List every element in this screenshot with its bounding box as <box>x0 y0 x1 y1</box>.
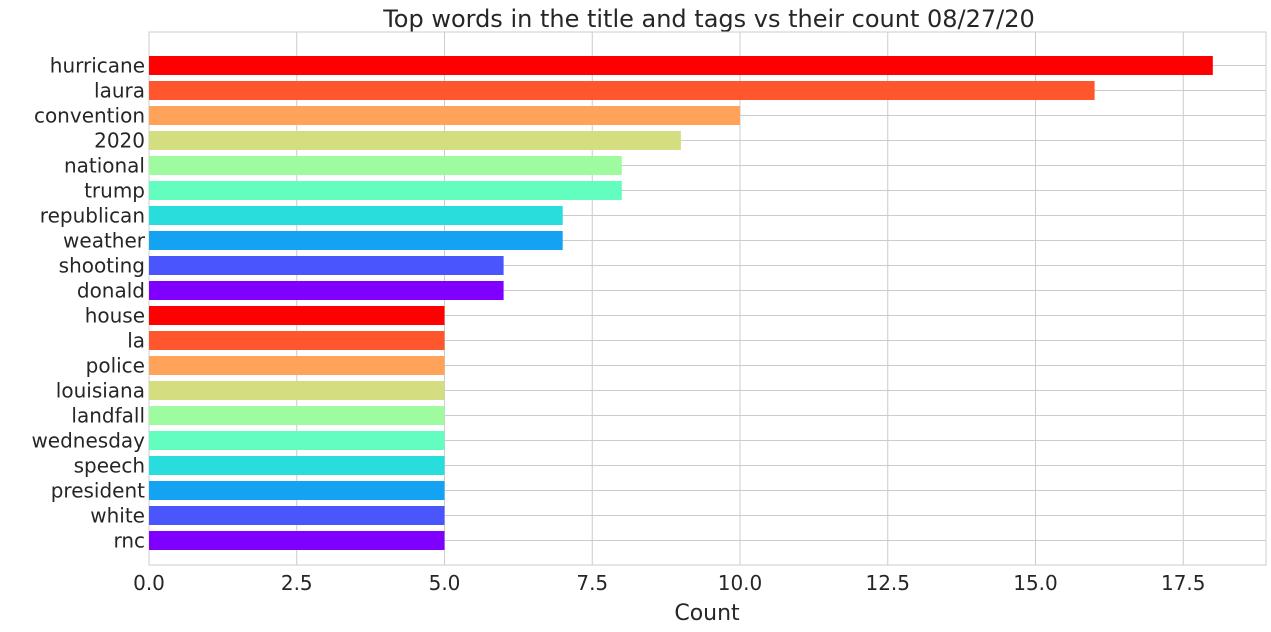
y-tick-label: landfall <box>71 404 145 428</box>
x-tick-label: 7.5 <box>576 571 608 595</box>
y-tick-label: la <box>127 329 145 353</box>
y-tick-label: police <box>86 354 145 378</box>
x-tick-labels: 0.0 2.5 5.0 7.5 10.0 12.5 15.0 17.5 <box>133 571 1205 595</box>
y-tick-label: president <box>51 479 145 503</box>
y-tick-label: house <box>85 304 145 328</box>
y-tick-label: laura <box>94 79 145 103</box>
x-tick-label: 15.0 <box>1013 571 1058 595</box>
bar-donald <box>149 281 504 300</box>
bar-president <box>149 481 445 500</box>
bar-white <box>149 506 445 525</box>
y-tick-label: rnc <box>113 529 145 553</box>
bar-convention <box>149 106 741 125</box>
bar-laura <box>149 81 1095 100</box>
y-tick-labels: hurricanelauraconvention2020nationaltrum… <box>31 54 145 553</box>
y-tick-label: donald <box>77 279 145 303</box>
y-tick-label: republican <box>40 204 145 228</box>
bar-trump <box>149 181 622 200</box>
y-tick-label: convention <box>34 104 145 128</box>
bar-house <box>149 306 445 325</box>
bar-speech <box>149 456 445 475</box>
y-tick-label: wednesday <box>31 429 145 453</box>
y-tick-label: hurricane <box>50 54 145 78</box>
bar-hurricane <box>149 56 1213 75</box>
y-tick-label: national <box>64 154 145 178</box>
x-tick-label: 17.5 <box>1161 571 1206 595</box>
x-tick-label: 10.0 <box>718 571 763 595</box>
y-tick-label: trump <box>84 179 145 203</box>
y-tick-label: weather <box>63 229 146 253</box>
bar-republican <box>149 206 563 225</box>
bar-police <box>149 356 445 375</box>
bars <box>149 56 1213 550</box>
bar-louisiana <box>149 381 445 400</box>
y-tick-label: 2020 <box>94 129 145 153</box>
bar-shooting <box>149 256 504 275</box>
y-tick-label: shooting <box>59 254 145 278</box>
x-tick-label: 2.5 <box>281 571 313 595</box>
bar-la <box>149 331 445 350</box>
chart-title: Top words in the title and tags vs their… <box>382 5 1035 33</box>
bar-weather <box>149 231 563 250</box>
bar-national <box>149 156 622 175</box>
bar-2020 <box>149 131 681 150</box>
x-tick-label: 12.5 <box>865 571 910 595</box>
y-tick-label: white <box>90 504 145 528</box>
x-tick-label: 5.0 <box>429 571 461 595</box>
x-tick-label: 0.0 <box>133 571 165 595</box>
bar-landfall <box>149 406 445 425</box>
x-axis-label: Count <box>674 601 740 626</box>
bar-rnc <box>149 531 445 550</box>
y-tick-label: louisiana <box>56 379 145 403</box>
y-tick-label: speech <box>74 454 145 478</box>
bar-wednesday <box>149 431 445 450</box>
